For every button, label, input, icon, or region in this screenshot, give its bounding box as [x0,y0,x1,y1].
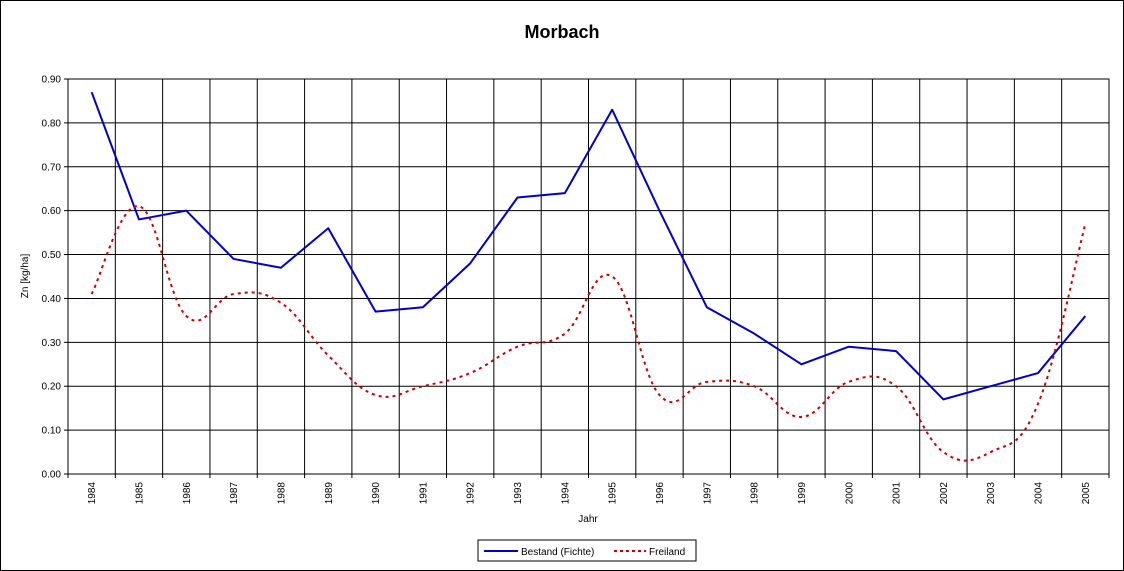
x-tick-label: 1993 [513,482,524,505]
gridlines [68,78,1109,475]
y-tick-label: 0.30 [42,338,62,349]
x-tick-label: 1991 [418,482,429,505]
x-tick-label: 1996 [655,482,666,505]
legend-label-freiland: Freiland [649,547,685,558]
x-tick-label: 1987 [229,482,240,505]
y-tick-label: 0.10 [42,426,62,437]
x-tick-label: 2001 [892,482,903,505]
x-tick-label: 2004 [1034,482,1045,505]
x-tick-label: 1995 [608,482,619,505]
series-line-bestand [90,91,1087,401]
x-tick-label: 1990 [371,482,382,505]
x-tick-label: 1989 [324,482,335,505]
y-tick-label: 0.70 [42,162,62,173]
chart-title: Morbach [524,22,599,42]
legend-label-bestand: Bestand (Fichte) [521,547,594,558]
x-tick-label: 1986 [182,482,193,505]
x-axis-label: Jahr [578,514,598,525]
y-tick-label: 0.20 [42,382,62,393]
x-tick-label: 1992 [466,482,477,505]
x-tick-label: 1984 [87,482,98,505]
y-tick-label: 0.90 [42,75,62,86]
x-tick-label: 1985 [134,482,145,505]
legend-box [477,539,697,562]
x-tick-label: 2002 [939,482,950,505]
y-axis-label: Zn [kg/ha] [20,254,31,299]
x-tick-label: 1997 [702,482,713,505]
x-tick-label: 2000 [844,482,855,505]
x-tick-label: 1999 [797,482,808,505]
y-tick-label: 0.00 [42,470,62,481]
x-axis-ticks: 1984 1985 1986 1987 1988 1989 1990 1991 1992 1993… [67,474,1110,505]
y-tick-label: 0.40 [42,294,62,305]
x-tick-label: 2003 [986,482,997,505]
x-tick-label: 1988 [276,482,287,505]
x-tick-label: 1998 [750,482,761,505]
x-tick-label: 2005 [1081,482,1092,505]
y-axis-ticks: 0.00 0.10 0.20 0.30 0.40 0.50 0.60 0.70 0.80 0.90 [42,75,68,481]
y-tick-label: 0.60 [42,206,62,217]
y-tick-label: 0.50 [42,250,62,261]
x-tick-label: 1994 [560,482,571,505]
legend: Bestand (Fichte) Freiland [477,539,697,562]
series-lines [90,91,1087,462]
y-tick-label: 0.80 [42,118,62,129]
